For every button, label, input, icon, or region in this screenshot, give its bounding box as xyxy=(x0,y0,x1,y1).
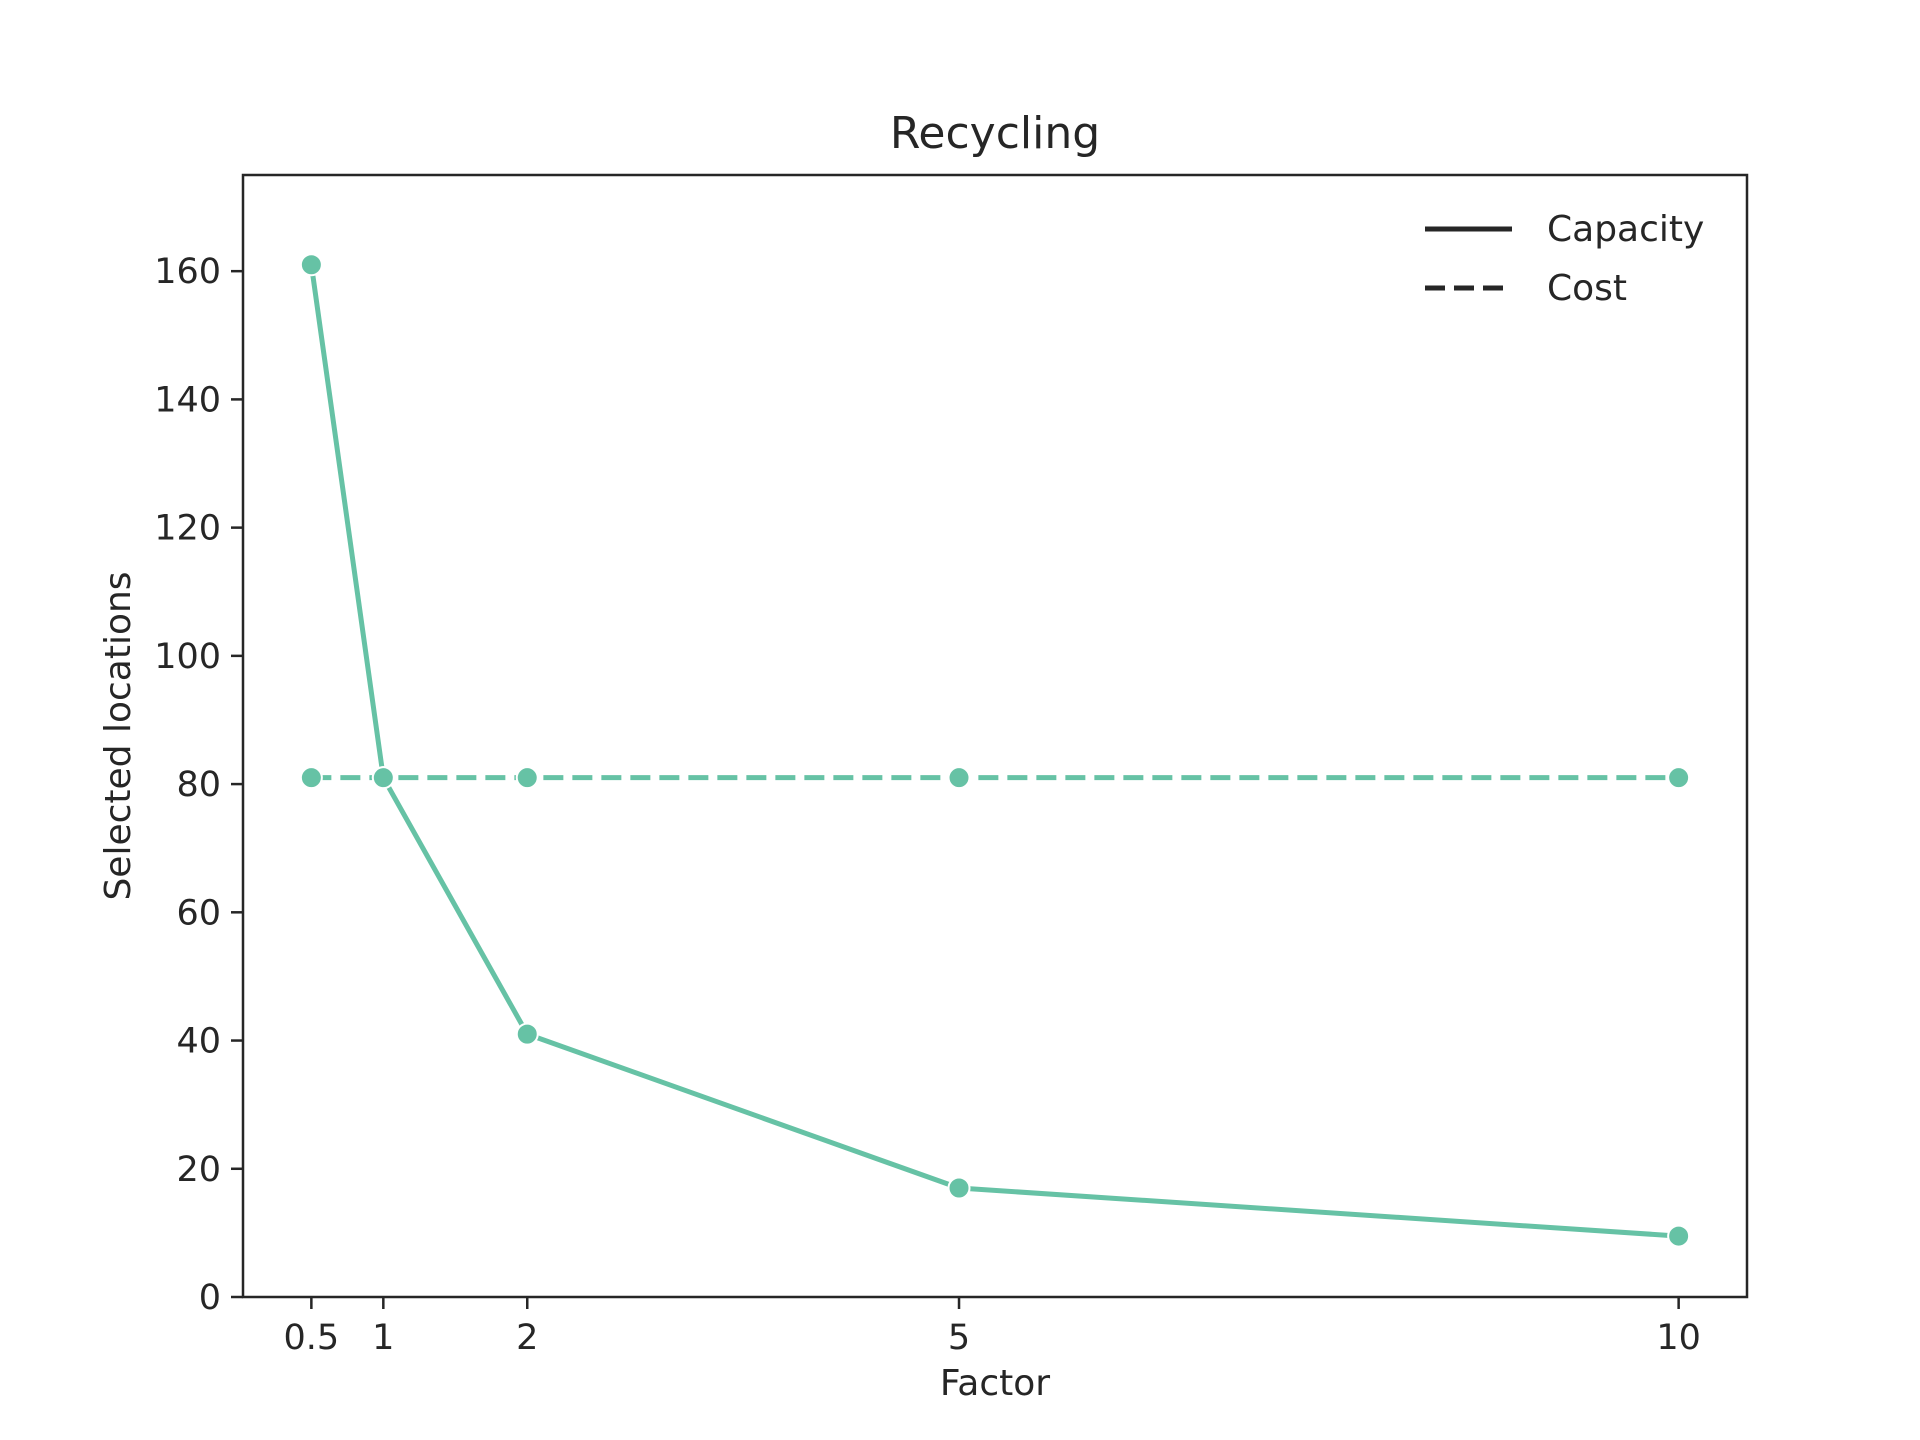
legend-cost-label: Cost xyxy=(1547,268,1627,309)
y-tick-label: 140 xyxy=(154,380,221,420)
y-tick-label: 160 xyxy=(154,252,221,292)
capacity-point xyxy=(299,253,323,277)
axes-frame xyxy=(241,173,1749,1299)
cost-point xyxy=(947,766,971,790)
y-tick-label: 80 xyxy=(176,765,221,805)
capacity-point xyxy=(515,1022,539,1046)
cost-point xyxy=(515,766,539,790)
x-tick-label: 2 xyxy=(516,1318,538,1358)
y-tick-label: 60 xyxy=(176,893,221,933)
x-tick-label: 1 xyxy=(372,1318,394,1358)
y-axis: 0 20 40 60 80 100 120 140 160 xyxy=(154,252,243,1318)
chart-title: Recycling xyxy=(890,108,1100,159)
cost-point xyxy=(299,766,323,790)
plot-area xyxy=(299,253,1691,1248)
y-tick-label: 0 xyxy=(199,1278,221,1318)
y-tick-label: 100 xyxy=(154,637,221,677)
legend-capacity-label: Capacity xyxy=(1547,209,1704,250)
x-axis-label: Factor xyxy=(940,1363,1050,1404)
capacity-point xyxy=(947,1176,971,1200)
y-axis-label: Selected locations xyxy=(98,571,139,900)
y-tick-label: 120 xyxy=(154,509,221,549)
cost-point xyxy=(371,766,395,790)
y-tick-label: 20 xyxy=(176,1150,221,1190)
x-tick-label: 10 xyxy=(1656,1318,1701,1358)
x-axis: 0.5 1 2 5 10 xyxy=(284,1297,1701,1358)
capacity-point xyxy=(1667,1224,1691,1248)
x-tick-label: 0.5 xyxy=(284,1318,340,1358)
y-tick-label: 40 xyxy=(176,1022,221,1062)
cost-point xyxy=(1667,766,1691,790)
legend: Capacity Cost xyxy=(1425,209,1704,309)
x-tick-label: 5 xyxy=(948,1318,970,1358)
